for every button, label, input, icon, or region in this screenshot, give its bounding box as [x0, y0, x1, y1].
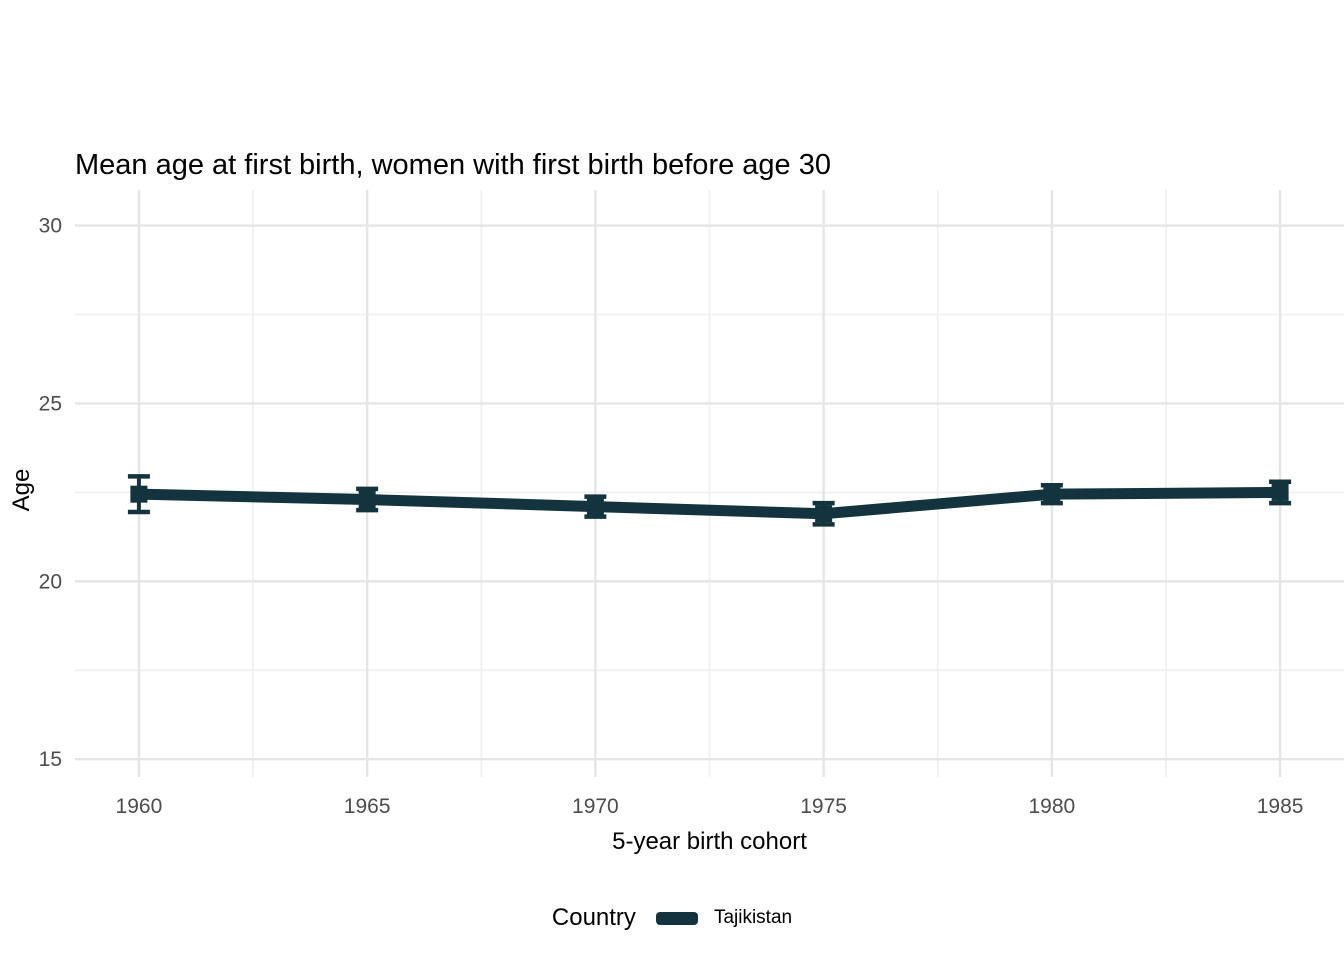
y-tick-label: 30 [39, 215, 62, 238]
legend-swatch [655, 911, 698, 925]
data-point-marker [586, 498, 604, 516]
legend-title: Country [551, 904, 636, 931]
x-tick-label: 1975 [800, 795, 847, 818]
y-tick-label: 25 [39, 392, 62, 415]
x-tick-label: 1965 [344, 795, 391, 818]
data-point-marker [1043, 485, 1061, 503]
x-tick-label: 1985 [1257, 795, 1304, 818]
chart-title: Mean age at first birth, women with firs… [75, 149, 831, 181]
legend-item: Tajikistan [655, 907, 793, 929]
data-point-marker [130, 485, 148, 503]
data-point-marker [1271, 483, 1289, 501]
x-tick-label: 1970 [572, 795, 619, 818]
data-point-marker [358, 491, 376, 509]
legend-items: Tajikistan [655, 907, 793, 929]
y-tick-label: 20 [39, 570, 62, 593]
data-point-marker [815, 505, 833, 523]
legend-item-label: Tajikistan [713, 907, 793, 928]
x-tick-label: 1980 [1028, 795, 1075, 818]
series-line [138, 486, 1281, 520]
legend: Country Tajikistan [0, 904, 1344, 932]
x-tick-label: 1960 [116, 795, 163, 818]
y-tick-label: 15 [39, 748, 62, 771]
x-axis-label: 5-year birth cohort [612, 828, 807, 855]
